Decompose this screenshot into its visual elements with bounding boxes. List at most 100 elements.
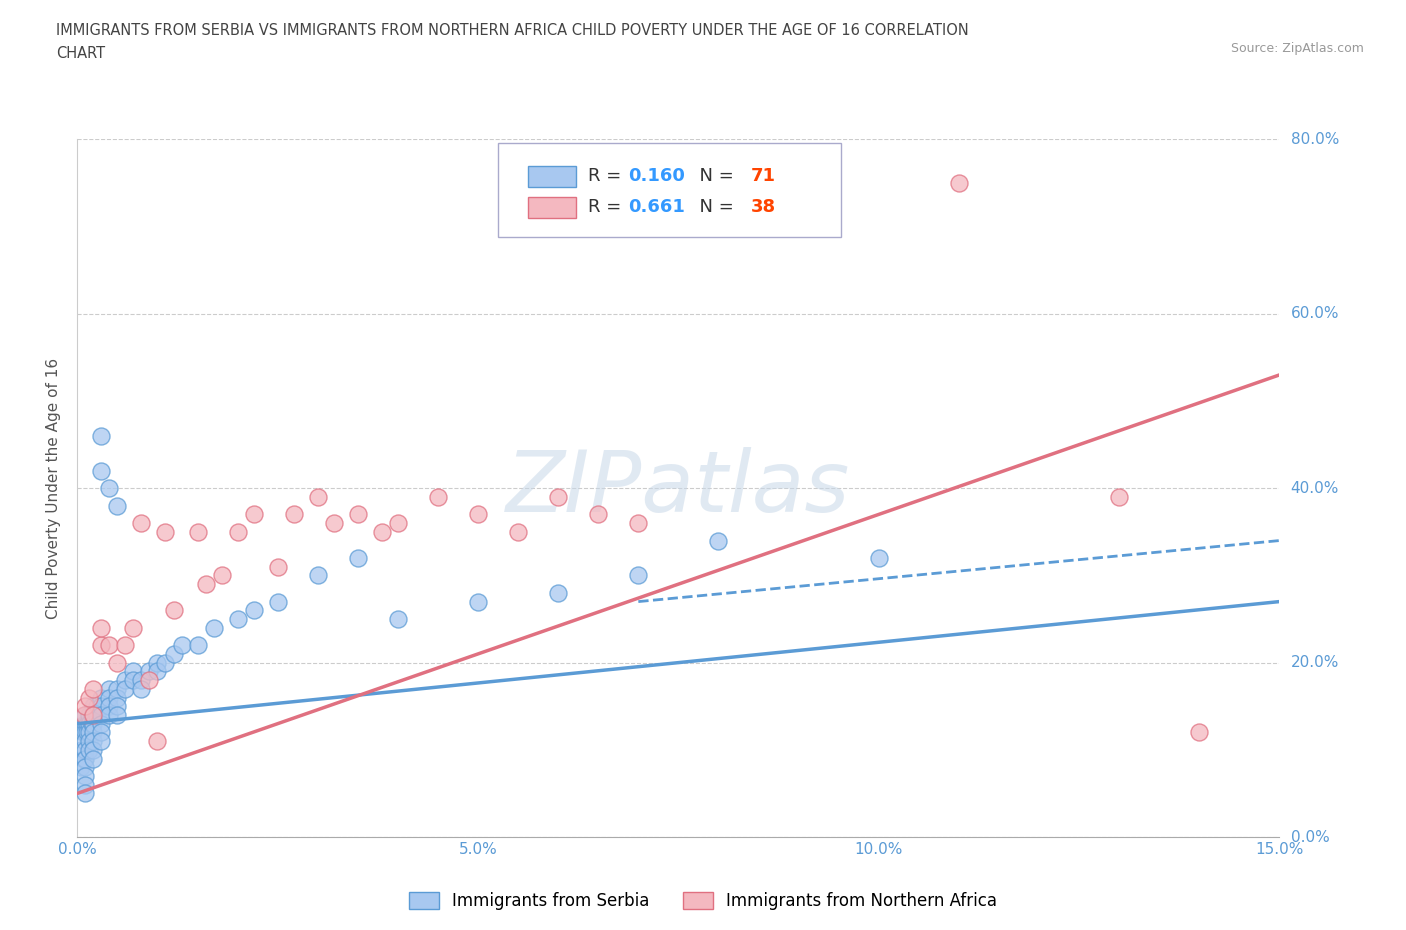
Point <box>131 672 153 687</box>
Point <box>131 515 153 530</box>
Point <box>86 708 108 723</box>
Point <box>98 708 121 723</box>
Point <box>627 568 650 583</box>
Point <box>211 568 233 583</box>
Point <box>76 716 98 731</box>
Point <box>82 708 104 723</box>
Point <box>107 498 129 513</box>
Text: IMMIGRANTS FROM SERBIA VS IMMIGRANTS FROM NORTHERN AFRICA CHILD POVERTY UNDER TH: IMMIGRANTS FROM SERBIA VS IMMIGRANTS FRO… <box>56 23 969 38</box>
Point <box>387 515 409 530</box>
Point <box>75 768 97 783</box>
Point <box>82 725 104 740</box>
Point <box>371 525 394 539</box>
Point <box>90 716 112 731</box>
Point <box>131 682 153 697</box>
Point <box>787 219 810 234</box>
Point <box>627 515 650 530</box>
Point <box>79 742 101 757</box>
Point <box>508 525 530 539</box>
Point <box>547 489 569 504</box>
Point <box>707 533 730 548</box>
Text: N =: N = <box>688 167 740 185</box>
Point <box>162 646 184 661</box>
Point <box>347 507 370 522</box>
Point <box>107 708 129 723</box>
Point <box>226 612 249 627</box>
Text: 20.0%: 20.0% <box>1291 655 1339 671</box>
Point <box>114 638 136 653</box>
Point <box>82 734 104 749</box>
Point <box>114 672 136 687</box>
Point <box>82 751 104 766</box>
Point <box>122 672 145 687</box>
Point <box>75 716 97 731</box>
Point <box>107 682 129 697</box>
Point <box>948 176 970 191</box>
Point <box>90 708 112 723</box>
Point <box>307 489 329 504</box>
Point <box>107 698 129 713</box>
Point <box>146 664 169 679</box>
Point <box>79 690 101 705</box>
Point <box>75 777 97 792</box>
Point <box>90 734 112 749</box>
Text: 80.0%: 80.0% <box>1291 132 1339 147</box>
Point <box>73 751 96 766</box>
Point <box>76 725 98 740</box>
Point <box>868 551 890 565</box>
Point <box>75 734 97 749</box>
Point <box>467 507 489 522</box>
Text: CHART: CHART <box>56 46 105 61</box>
Point <box>70 742 93 757</box>
Point <box>107 690 129 705</box>
Point <box>114 682 136 697</box>
Point <box>82 716 104 731</box>
Point <box>122 664 145 679</box>
Legend: Immigrants from Serbia, Immigrants from Northern Africa: Immigrants from Serbia, Immigrants from … <box>402 885 1004 917</box>
Text: 60.0%: 60.0% <box>1291 306 1339 322</box>
Point <box>80 716 103 731</box>
Text: 40.0%: 40.0% <box>1291 481 1339 496</box>
Point <box>155 525 177 539</box>
Point <box>70 760 93 775</box>
Point <box>170 638 193 653</box>
Point <box>122 620 145 635</box>
Point <box>194 577 217 591</box>
Point <box>90 638 112 653</box>
Point <box>267 594 290 609</box>
Point <box>75 760 97 775</box>
Point <box>1108 489 1130 504</box>
Point <box>90 698 112 713</box>
Point <box>79 716 101 731</box>
Point <box>427 489 450 504</box>
Text: N =: N = <box>688 198 740 216</box>
Point <box>98 638 121 653</box>
Point <box>242 603 264 618</box>
Point <box>155 655 177 670</box>
Point <box>107 655 129 670</box>
Text: R =: R = <box>588 167 627 185</box>
Y-axis label: Child Poverty Under the Age of 16: Child Poverty Under the Age of 16 <box>46 358 62 618</box>
Text: R =: R = <box>588 198 627 216</box>
Point <box>1188 725 1211 740</box>
Point <box>202 620 225 635</box>
Point <box>588 507 610 522</box>
Point <box>307 568 329 583</box>
Point <box>387 612 409 627</box>
Text: ZIPatlas: ZIPatlas <box>506 446 851 530</box>
Point <box>186 525 209 539</box>
Point <box>226 525 249 539</box>
Point <box>98 690 121 705</box>
Point <box>82 682 104 697</box>
Point <box>75 751 97 766</box>
Text: 71: 71 <box>751 167 776 185</box>
Text: Source: ZipAtlas.com: Source: ZipAtlas.com <box>1230 42 1364 55</box>
Point <box>146 734 169 749</box>
Point <box>79 734 101 749</box>
Point <box>90 429 112 444</box>
Point <box>138 664 160 679</box>
Point <box>547 586 569 601</box>
Bar <box>529 166 576 187</box>
Point <box>283 507 305 522</box>
Point <box>90 463 112 478</box>
